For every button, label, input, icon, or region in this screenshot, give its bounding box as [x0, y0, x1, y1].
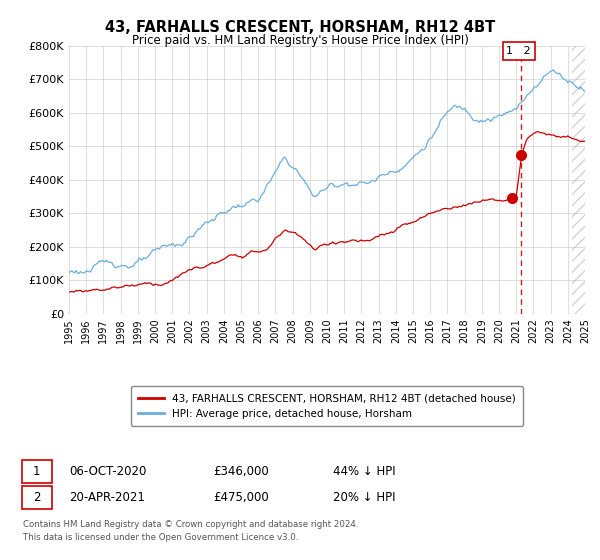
- Text: 20% ↓ HPI: 20% ↓ HPI: [333, 491, 395, 504]
- Text: 20-APR-2021: 20-APR-2021: [69, 491, 145, 504]
- Text: £346,000: £346,000: [213, 465, 269, 478]
- Bar: [572, 46, 585, 314]
- Text: 1   2: 1 2: [506, 46, 531, 56]
- Text: £475,000: £475,000: [213, 491, 269, 504]
- Legend: 43, FARHALLS CRESCENT, HORSHAM, RH12 4BT (detached house), HPI: Average price, d: 43, FARHALLS CRESCENT, HORSHAM, RH12 4BT…: [131, 386, 523, 426]
- Text: 06-OCT-2020: 06-OCT-2020: [69, 465, 146, 478]
- Text: This data is licensed under the Open Government Licence v3.0.: This data is licensed under the Open Gov…: [23, 533, 298, 542]
- Text: 44% ↓ HPI: 44% ↓ HPI: [333, 465, 395, 478]
- Text: 1: 1: [33, 465, 40, 478]
- Text: 2: 2: [33, 491, 40, 504]
- Text: 43, FARHALLS CRESCENT, HORSHAM, RH12 4BT: 43, FARHALLS CRESCENT, HORSHAM, RH12 4BT: [105, 20, 495, 35]
- Text: Contains HM Land Registry data © Crown copyright and database right 2024.: Contains HM Land Registry data © Crown c…: [23, 520, 358, 529]
- Text: Price paid vs. HM Land Registry's House Price Index (HPI): Price paid vs. HM Land Registry's House …: [131, 34, 469, 46]
